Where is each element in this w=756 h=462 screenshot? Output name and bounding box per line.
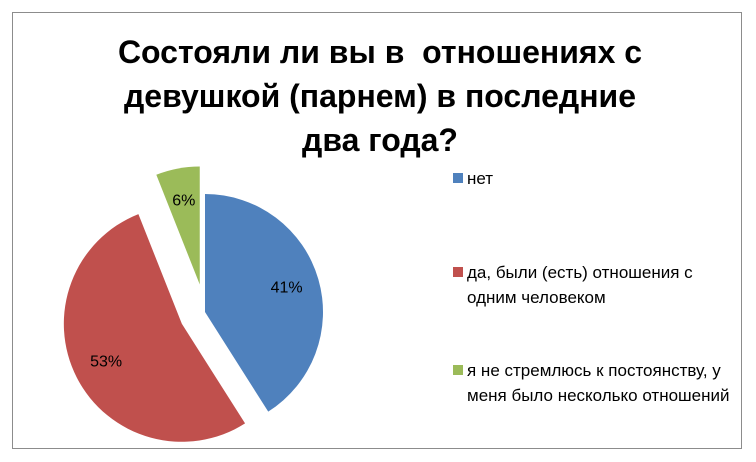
data-label: 53% xyxy=(90,354,122,371)
chart-title: Состояли ли вы в отношениях с девушкой (… xyxy=(117,34,651,158)
data-label: 41% xyxy=(271,280,303,297)
legend-label: я не стремлюсь к постоянству, у меня был… xyxy=(467,361,730,405)
legend-swatch xyxy=(453,173,463,183)
pie-slice xyxy=(156,166,200,285)
legend-label: да, были (есть) отношения с одним челове… xyxy=(467,263,693,307)
legend-label: нет xyxy=(467,169,494,188)
legend-swatch xyxy=(453,267,463,277)
legend-entry: нет xyxy=(453,166,739,191)
pie-slice xyxy=(205,194,324,412)
legend-entry: я не стремлюсь к постоянству, у меня был… xyxy=(453,358,739,408)
pie-slice xyxy=(63,214,246,442)
data-label: 6% xyxy=(172,192,195,209)
legend-swatch xyxy=(453,365,463,375)
legend-entry: да, были (есть) отношения с одним челове… xyxy=(453,260,739,310)
chart-border xyxy=(12,12,742,449)
